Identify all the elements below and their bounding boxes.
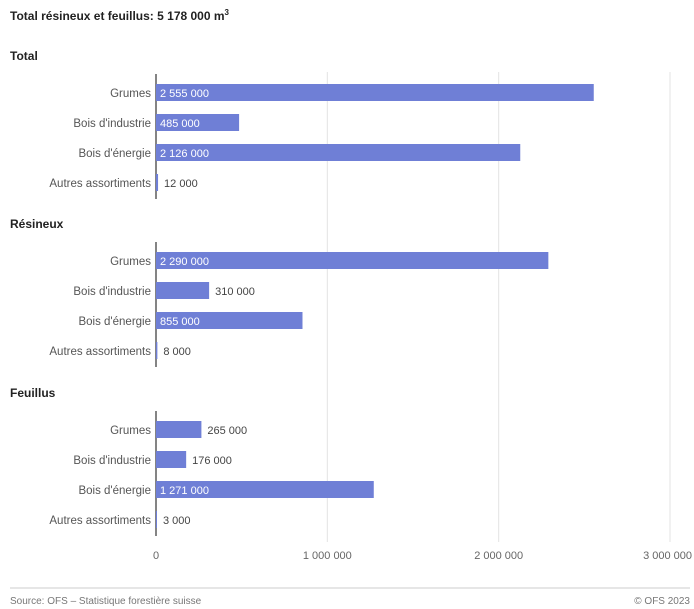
copyright-note: © OFS 2023 <box>634 596 690 607</box>
x-tick-label: 1 000 000 <box>303 550 352 562</box>
data-label: 310 000 <box>215 286 255 298</box>
category-label: Autres assortiments <box>49 515 151 527</box>
category-label: Grumes <box>110 425 151 437</box>
data-label: 176 000 <box>192 455 232 467</box>
category-label: Autres assortiments <box>49 346 151 358</box>
bar <box>156 312 303 329</box>
group-title: Résineux <box>10 217 64 231</box>
group-title: Total <box>10 49 38 63</box>
source-note: Source: OFS – Statistique forestière sui… <box>10 596 202 607</box>
data-label: 8 000 <box>163 346 191 358</box>
category-label: Bois d'industrie <box>73 455 151 467</box>
bar-group-1: Résineux Grumes 2 290 000 Bois d'industrie 3… <box>10 217 549 367</box>
data-label: 2 126 000 <box>160 148 209 160</box>
gridlines <box>326 72 671 542</box>
category-label: Autres assortiments <box>49 178 151 190</box>
category-label: Bois d'énergie <box>78 316 151 328</box>
title-superscript: 3 <box>225 8 230 17</box>
data-label: 2 555 000 <box>160 88 209 100</box>
bar <box>156 451 187 468</box>
x-tick-label: 0 <box>153 550 159 562</box>
data-label: 3 000 <box>163 515 191 527</box>
category-label: Grumes <box>110 256 151 268</box>
data-label: 265 000 <box>207 425 247 437</box>
bar <box>156 174 159 191</box>
bar <box>156 342 158 359</box>
data-label: 12 000 <box>164 178 198 190</box>
bar <box>156 282 210 299</box>
bar-group-2: Feuillus Grumes 265 000 Bois d'industrie 176… <box>10 386 374 536</box>
bar <box>156 421 202 438</box>
group-title: Feuillus <box>10 386 56 400</box>
bar <box>156 252 549 269</box>
bar <box>156 144 521 161</box>
x-tick-label: 3 000 000 <box>643 550 692 562</box>
chart-title: Total résineux et feuillus: 5 178 000 m3 <box>10 8 230 23</box>
category-label: Bois d'énergie <box>78 148 151 160</box>
bar-group-0: Total Grumes 2 555 000 Bois d'industrie 485 … <box>10 49 594 199</box>
bar <box>156 114 240 131</box>
data-label: 855 000 <box>160 316 200 328</box>
category-label: Bois d'industrie <box>73 118 151 130</box>
category-label: Grumes <box>110 88 151 100</box>
data-label: 1 271 000 <box>160 485 209 497</box>
data-label: 2 290 000 <box>160 256 209 268</box>
bar <box>156 511 157 528</box>
category-label: Bois d'industrie <box>73 286 151 298</box>
bar <box>156 481 374 498</box>
bar <box>156 84 594 101</box>
category-label: Bois d'énergie <box>78 485 151 497</box>
x-axis-ticks: 0 1 000 000 2 000 000 3 000 000 <box>153 550 692 562</box>
data-label: 485 000 <box>160 118 200 130</box>
bar-groups: Total Grumes 2 555 000 Bois d'industrie 485 … <box>10 49 594 536</box>
x-tick-label: 2 000 000 <box>474 550 523 562</box>
